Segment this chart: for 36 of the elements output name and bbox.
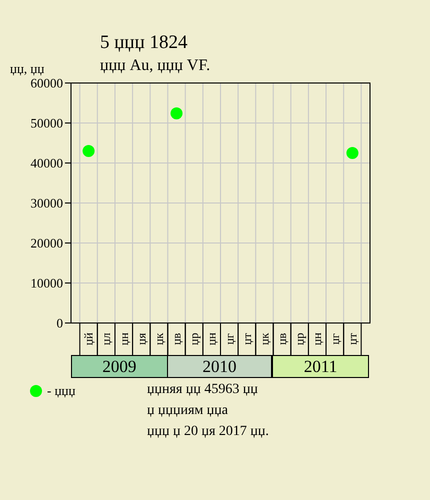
x-tick-label: џн xyxy=(310,332,324,346)
x-tick-label: џн xyxy=(204,332,219,346)
y-tick-label: 60000 xyxy=(30,76,63,91)
y-tick-label: 50000 xyxy=(30,116,63,131)
x-tick-label: џв xyxy=(170,332,184,346)
point xyxy=(82,145,95,157)
text: џ џџџиям џџа xyxy=(147,403,228,419)
x-tick-label: џв xyxy=(275,332,290,346)
text: 2011 xyxy=(272,355,369,378)
x-tick-label: џк xyxy=(257,332,272,346)
x-tick-label: џт xyxy=(240,332,254,345)
y-tick-label: 10000 xyxy=(30,276,63,291)
text: џџняя џџ 45963 џџ xyxy=(147,382,258,398)
text: 2010 xyxy=(166,355,272,378)
y-tick-label: 0 xyxy=(56,316,63,331)
x-tick-label: џл xyxy=(99,332,114,346)
x-tick-label: џр xyxy=(292,332,307,346)
x-tick-label: џн xyxy=(116,332,131,346)
point xyxy=(346,147,358,159)
chart-subtitle: џџџ Au, џџџ VF. xyxy=(100,57,210,75)
x-tick-label: џт xyxy=(345,332,360,345)
y-tick-label: 30000 xyxy=(30,196,63,211)
text: 2009 xyxy=(71,355,168,378)
text: џџџ џ 20 џя 2017 џџ. xyxy=(147,424,269,440)
y-tick-label: 40000 xyxy=(30,156,63,171)
point xyxy=(170,107,183,120)
y-tick-label: 20000 xyxy=(30,236,63,251)
x-tick-label: џг xyxy=(328,333,342,345)
x-tick-label: џр xyxy=(187,332,202,346)
y-axis-title: џџ, џџ xyxy=(10,61,44,77)
chart-title: 5 џџџ 1824 xyxy=(100,32,188,54)
x-tick-label: џк xyxy=(152,332,166,346)
x-tick-label: џя xyxy=(134,332,148,345)
legend-label: - џџџ xyxy=(47,383,76,399)
x-tick-label: џг xyxy=(222,333,236,345)
x-tick-label: џй xyxy=(82,332,96,346)
